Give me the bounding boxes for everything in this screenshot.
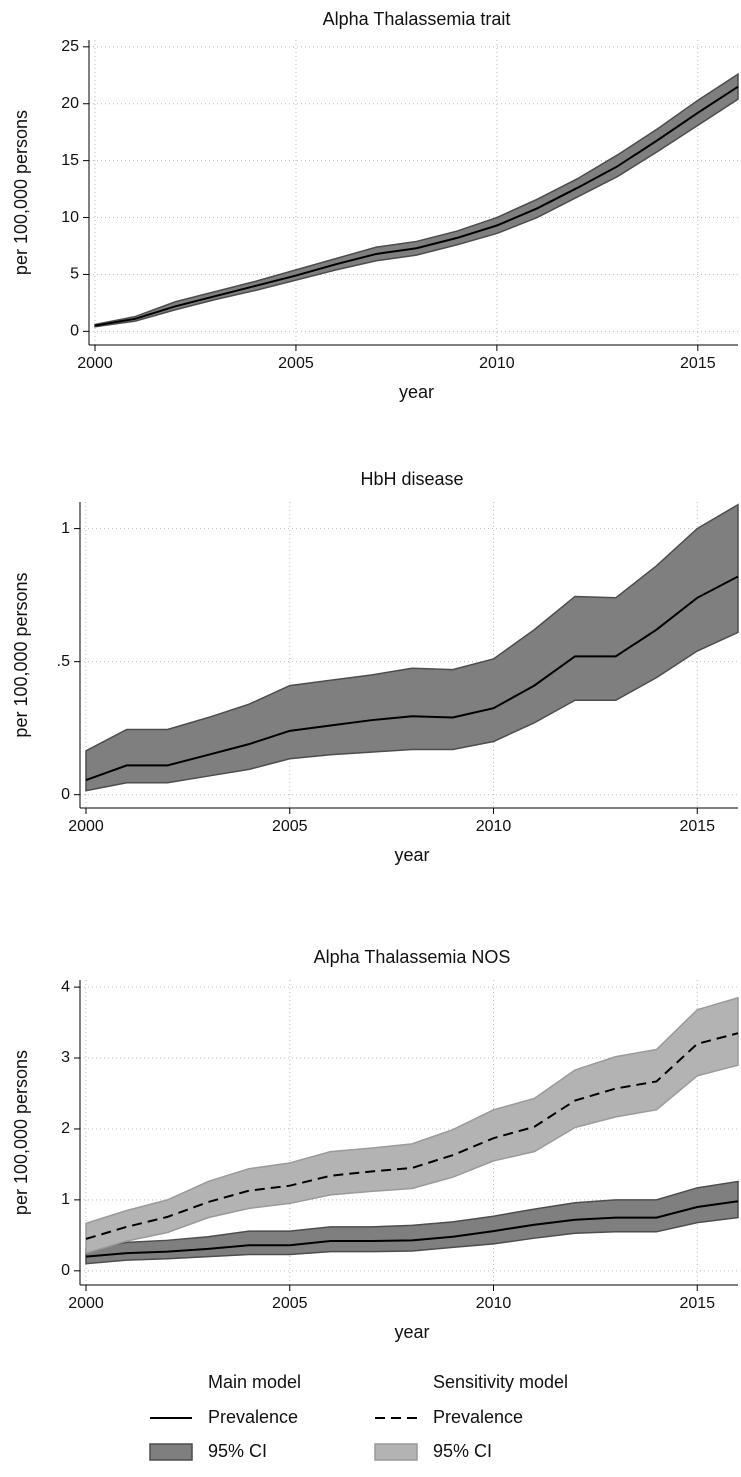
prevalence-line — [85, 575, 739, 782]
y-tick-label: 2 — [61, 1120, 70, 1137]
x-tick-label: 2010 — [476, 1295, 512, 1312]
x-tick-label: 2000 — [68, 1295, 104, 1312]
y-tick-label: 4 — [61, 978, 70, 995]
y-axis-label: per 100,000 persons — [11, 110, 31, 275]
prevalence-line — [85, 1200, 739, 1258]
legend-label: Prevalence — [208, 1407, 298, 1427]
y-tick-label: 15 — [61, 152, 79, 169]
legend-label: 95% CI — [208, 1441, 267, 1461]
x-tick-label: 2005 — [278, 355, 314, 372]
x-axis-label: year — [394, 845, 429, 865]
legend-label: 95% CI — [433, 1441, 492, 1461]
prevalence-line — [94, 85, 739, 327]
chart-title: Alpha Thalassemia trait — [323, 9, 511, 29]
y-tick-label: 0 — [70, 323, 79, 340]
chart-title: Alpha Thalassemia NOS — [314, 947, 511, 967]
y-tick-label: 3 — [61, 1049, 70, 1066]
y-tick-label: .5 — [57, 653, 70, 670]
legend-group-title: Main model — [208, 1372, 301, 1392]
prevalence-line — [85, 1032, 739, 1240]
y-tick-label: 0 — [61, 1262, 70, 1279]
legend-swatch — [149, 1443, 193, 1461]
y-tick-label: 1 — [61, 520, 70, 537]
chart-title: HbH disease — [360, 469, 463, 489]
x-tick-label: 2000 — [77, 355, 113, 372]
ci-band — [85, 996, 739, 1255]
x-tick-label: 2010 — [476, 818, 512, 835]
legend-swatch — [374, 1443, 418, 1461]
y-tick-label: 0 — [61, 786, 70, 803]
legend-label: Prevalence — [433, 1407, 523, 1427]
ci-band — [85, 1180, 739, 1265]
x-tick-label: 2015 — [680, 355, 716, 372]
y-axis-label: per 100,000 persons — [11, 572, 31, 737]
x-tick-label: 2015 — [679, 818, 715, 835]
legend-group-title: Sensitivity model — [433, 1372, 568, 1392]
x-tick-label: 2010 — [479, 355, 515, 372]
ci-band — [85, 503, 739, 792]
y-tick-label: 10 — [61, 209, 79, 226]
x-axis-label: year — [399, 382, 434, 402]
y-tick-label: 20 — [61, 95, 79, 112]
ci-band — [94, 72, 739, 328]
x-tick-label: 2000 — [68, 818, 104, 835]
y-tick-label: 5 — [70, 266, 79, 283]
x-tick-label: 2015 — [679, 1295, 715, 1312]
x-axis-label: year — [394, 1322, 429, 1342]
y-tick-label: 1 — [61, 1191, 70, 1208]
x-tick-label: 2005 — [272, 818, 308, 835]
y-tick-label: 25 — [61, 38, 79, 55]
x-tick-label: 2005 — [272, 1295, 308, 1312]
y-axis-label: per 100,000 persons — [11, 1050, 31, 1215]
